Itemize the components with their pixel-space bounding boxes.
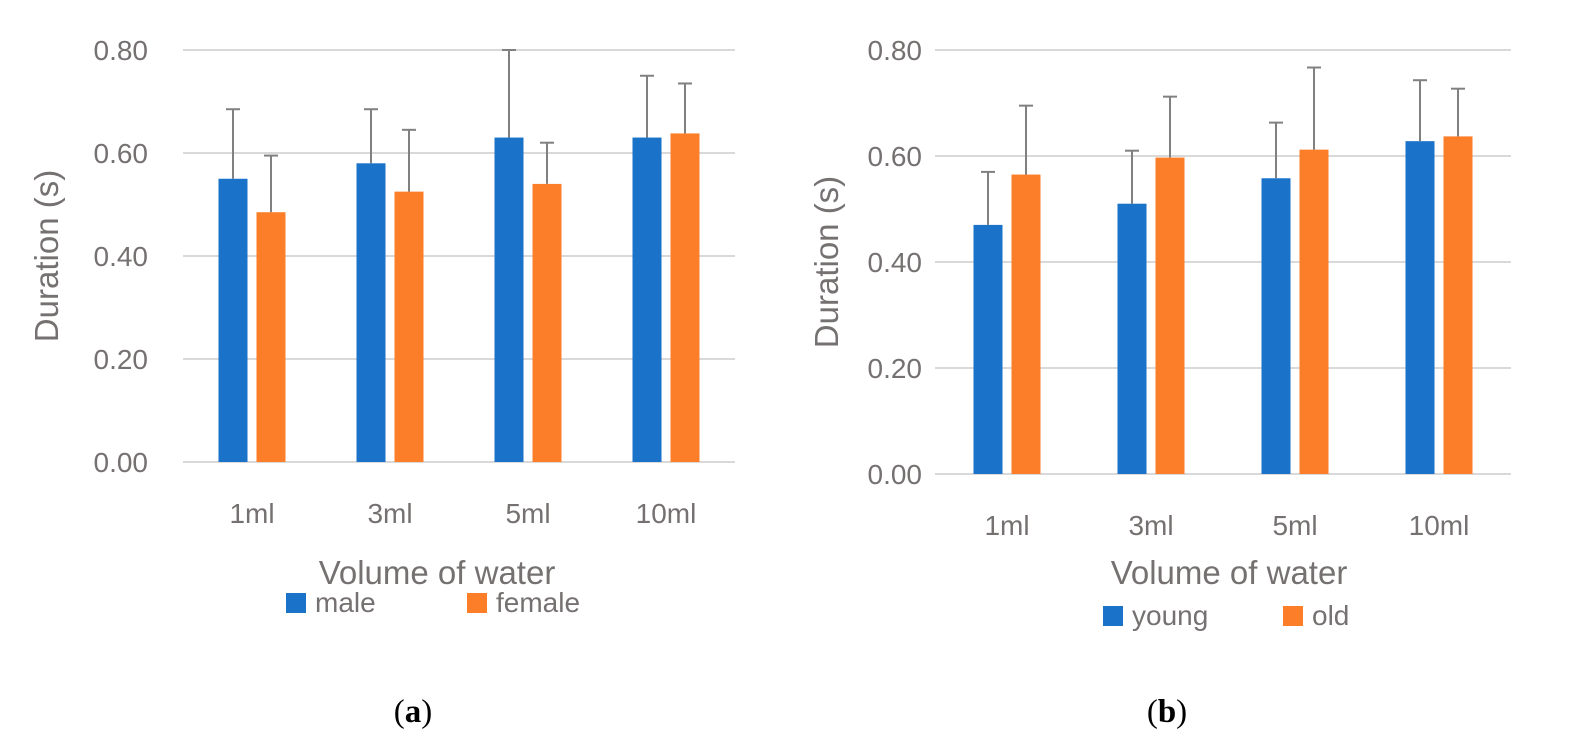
x-tick-label: 10ml	[1409, 510, 1470, 541]
bar-old	[1155, 157, 1185, 474]
panel-label-a: (a)	[394, 694, 433, 730]
y-tick-label: 0.20	[868, 353, 923, 384]
bar-young	[1405, 141, 1435, 474]
y-axis-title: Duration (s)	[28, 170, 65, 342]
y-tick-label: 0.40	[868, 247, 923, 278]
bar-old	[1443, 136, 1473, 474]
y-tick-label: 0.00	[94, 447, 149, 478]
bar-young	[1117, 203, 1147, 474]
chart-panel-b: 0.00 0.20 0.40 0.60 0.80 1ml 3ml 5ml 10ml Volume …	[808, 35, 1511, 631]
y-tick-label: 0.60	[94, 138, 149, 169]
bar-old	[1299, 149, 1329, 474]
bar-female	[394, 191, 424, 462]
x-tick-label: 3ml	[367, 498, 412, 529]
bar-young	[1261, 178, 1291, 474]
x-tick-label: 10ml	[636, 498, 697, 529]
x-tick-label: 1ml	[984, 510, 1029, 541]
y-tick-label: 0.80	[94, 35, 149, 66]
bar-male	[494, 137, 524, 463]
y-tick-label: 0.20	[94, 344, 149, 375]
legend-swatch-old	[1283, 606, 1303, 626]
x-tick-label: 5ml	[505, 498, 550, 529]
bar-female	[532, 183, 562, 462]
legend-swatch-female	[467, 593, 487, 613]
legend-label-old: old	[1312, 600, 1349, 631]
legend-swatch-young	[1103, 606, 1123, 626]
bar-female	[670, 133, 700, 462]
x-tick-label: 1ml	[229, 498, 274, 529]
chart-panel-a: 0.00 0.20 0.40 0.60 0.80 1ml 3ml 5ml 10ml Volume …	[28, 35, 735, 618]
legend-label-young: young	[1132, 600, 1208, 631]
x-axis-title: Volume of water	[1111, 554, 1348, 591]
x-tick-label: 3ml	[1128, 510, 1173, 541]
bar-male	[632, 137, 662, 463]
bar-male	[356, 163, 386, 463]
y-tick-label: 0.40	[94, 241, 149, 272]
legend-label-male: male	[315, 587, 376, 618]
legend-label-female: female	[496, 587, 580, 618]
y-tick-label: 0.80	[868, 35, 923, 66]
bar-young	[973, 224, 1003, 474]
y-tick-label: 0.00	[868, 459, 923, 490]
bar-old	[1011, 174, 1041, 475]
panel-label-b: (b)	[1147, 694, 1187, 730]
y-tick-label: 0.60	[868, 141, 923, 172]
bar-male	[218, 178, 248, 462]
y-axis-title: Duration (s)	[808, 176, 845, 348]
x-axis-title: Volume of water	[319, 554, 556, 591]
bar-female	[256, 212, 286, 462]
legend-swatch-male	[286, 593, 306, 613]
x-tick-label: 5ml	[1272, 510, 1317, 541]
